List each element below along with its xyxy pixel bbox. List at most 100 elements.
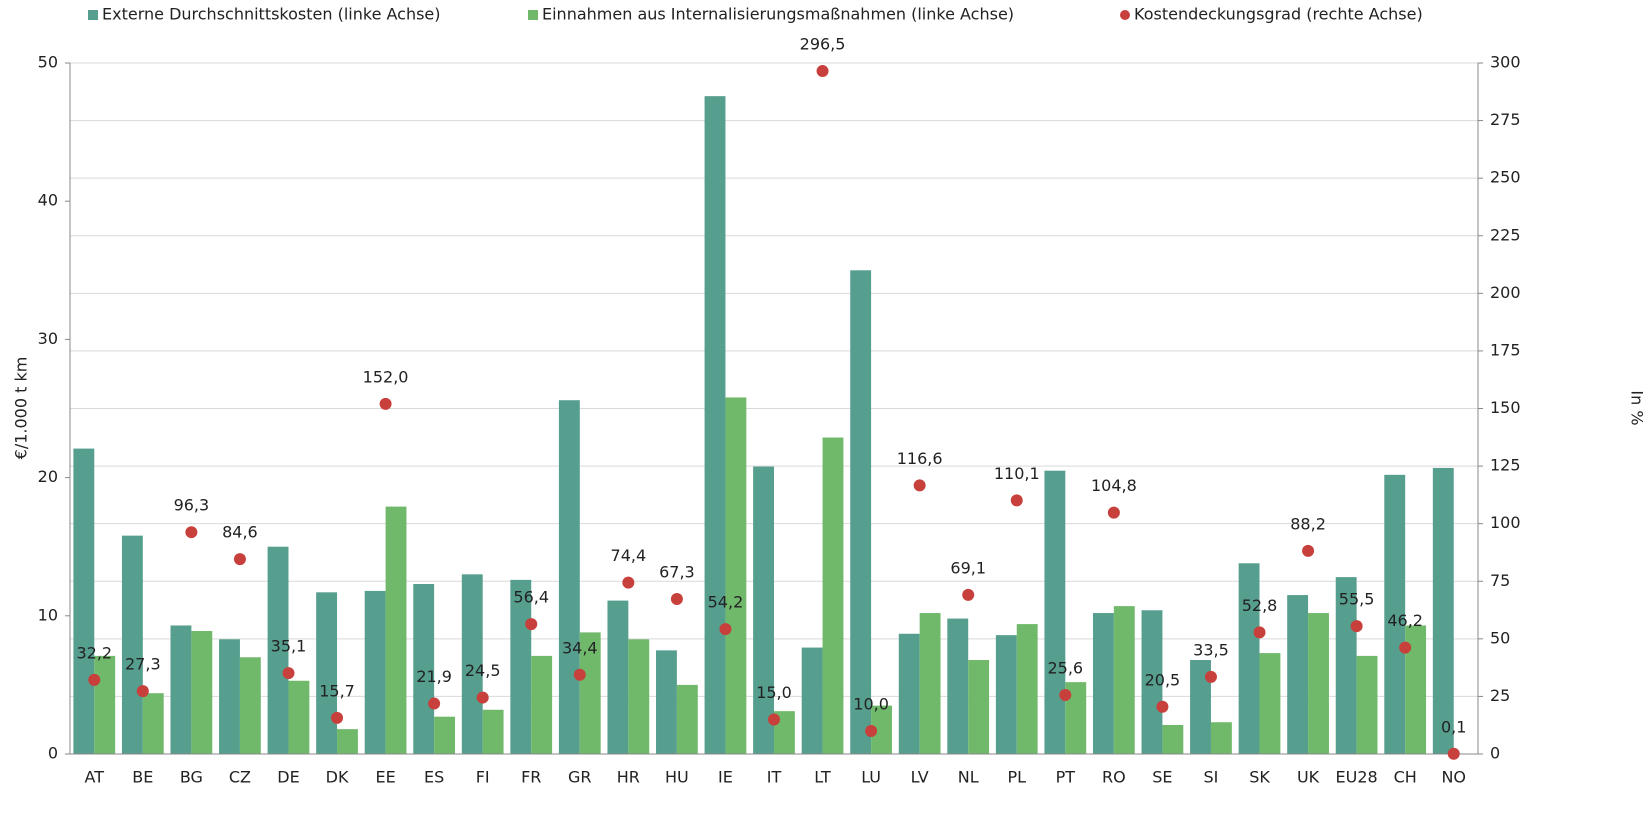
bar bbox=[461, 574, 483, 754]
data-label: 24,5 bbox=[465, 661, 501, 680]
data-label: 74,4 bbox=[611, 546, 647, 565]
y2-tick-label: 0 bbox=[1490, 744, 1500, 763]
dot bbox=[233, 553, 246, 566]
y2-tick-label: 250 bbox=[1490, 168, 1521, 187]
dot bbox=[379, 397, 392, 410]
data-label: 25,6 bbox=[1047, 659, 1083, 678]
dot bbox=[1107, 506, 1120, 519]
y2-tick-label: 175 bbox=[1490, 340, 1521, 359]
dot bbox=[136, 685, 149, 698]
x-tick-label: AT bbox=[85, 768, 105, 787]
dot bbox=[525, 618, 538, 631]
dot bbox=[1447, 747, 1460, 760]
data-label: 21,9 bbox=[416, 667, 452, 686]
data-label: 15,0 bbox=[756, 683, 792, 702]
dot bbox=[1059, 689, 1072, 702]
data-label: 116,6 bbox=[897, 449, 943, 468]
data-label: 34,4 bbox=[562, 638, 598, 657]
data-label: 55,5 bbox=[1339, 590, 1375, 609]
data-label: 152,0 bbox=[363, 367, 409, 386]
dot bbox=[1302, 544, 1315, 557]
dot bbox=[476, 691, 489, 704]
y-tick-label: 20 bbox=[38, 467, 58, 486]
dot bbox=[1350, 620, 1363, 633]
bar bbox=[142, 693, 164, 754]
y2-axis-label: In % bbox=[1628, 390, 1647, 425]
bar bbox=[871, 705, 892, 754]
bar bbox=[316, 592, 338, 754]
legend-label: Einnahmen aus Internalisierungsmaßnahmen… bbox=[542, 5, 1014, 24]
data-label: 69,1 bbox=[950, 558, 986, 577]
dot bbox=[1253, 626, 1266, 639]
x-tick-label: DK bbox=[326, 768, 349, 787]
dot bbox=[331, 711, 344, 724]
x-tick-label: UK bbox=[1297, 768, 1320, 787]
dot bbox=[1156, 700, 1169, 713]
x-tick-label: SI bbox=[1204, 768, 1219, 787]
x-tick-label: FR bbox=[521, 768, 541, 787]
data-label: 88,2 bbox=[1290, 514, 1326, 533]
dot bbox=[719, 623, 732, 636]
data-label: 96,3 bbox=[174, 496, 210, 515]
bar bbox=[1384, 474, 1406, 754]
bar bbox=[1044, 470, 1066, 754]
bar bbox=[898, 633, 920, 754]
bar bbox=[1259, 653, 1281, 754]
x-tick-label: BG bbox=[180, 768, 203, 787]
bar bbox=[1356, 655, 1378, 754]
data-label: 84,6 bbox=[222, 523, 258, 542]
bar bbox=[191, 631, 213, 754]
bar bbox=[121, 535, 143, 754]
bar bbox=[656, 650, 677, 754]
data-label: 35,1 bbox=[271, 637, 307, 656]
y2-tick-label: 200 bbox=[1490, 283, 1521, 302]
bar bbox=[850, 270, 872, 754]
bar bbox=[801, 647, 823, 754]
dot bbox=[913, 479, 926, 492]
bar bbox=[628, 639, 650, 754]
x-tick-label: IT bbox=[767, 768, 782, 787]
x-tick-label: LV bbox=[911, 768, 929, 787]
data-label: 67,3 bbox=[659, 562, 695, 581]
legend-marker bbox=[1120, 10, 1130, 20]
bar bbox=[94, 655, 116, 754]
x-tick-label: NO bbox=[1441, 768, 1466, 787]
bar bbox=[531, 655, 553, 754]
data-label: 104,8 bbox=[1091, 476, 1137, 495]
x-tick-label: IE bbox=[718, 768, 733, 787]
y2-tick-label: 300 bbox=[1490, 53, 1521, 72]
legend-marker bbox=[528, 10, 538, 20]
y-tick-label: 10 bbox=[38, 605, 58, 624]
y-tick-label: 50 bbox=[38, 53, 58, 72]
bar bbox=[1287, 595, 1309, 754]
y2-tick-label: 100 bbox=[1490, 513, 1521, 532]
bar bbox=[1432, 467, 1454, 754]
dot bbox=[185, 526, 198, 539]
data-label: 52,8 bbox=[1242, 596, 1278, 615]
data-label: 110,1 bbox=[994, 464, 1040, 483]
y-tick-label: 40 bbox=[38, 191, 58, 210]
x-tick-label: SE bbox=[1152, 768, 1172, 787]
bar bbox=[413, 584, 435, 754]
bar bbox=[1335, 577, 1357, 754]
bar bbox=[288, 680, 310, 754]
y2-tick-label: 125 bbox=[1490, 456, 1521, 475]
y-axis-label: €/1.000 t km bbox=[12, 357, 31, 460]
x-tick-label: PL bbox=[1007, 768, 1026, 787]
data-label: 20,5 bbox=[1145, 670, 1181, 689]
data-label: 10,0 bbox=[853, 694, 889, 713]
bar bbox=[1405, 625, 1427, 754]
x-tick-label: GR bbox=[568, 768, 592, 787]
dot bbox=[816, 65, 829, 78]
bar bbox=[704, 96, 726, 755]
bar bbox=[1016, 624, 1038, 754]
bar bbox=[482, 709, 504, 754]
x-tick-label: CH bbox=[1394, 768, 1417, 787]
bar bbox=[1141, 610, 1163, 754]
bar bbox=[995, 635, 1017, 754]
data-label: 46,2 bbox=[1387, 611, 1423, 630]
legend-marker bbox=[88, 10, 98, 20]
data-label: 15,7 bbox=[319, 681, 355, 700]
bar bbox=[219, 639, 240, 754]
dot bbox=[573, 668, 586, 681]
